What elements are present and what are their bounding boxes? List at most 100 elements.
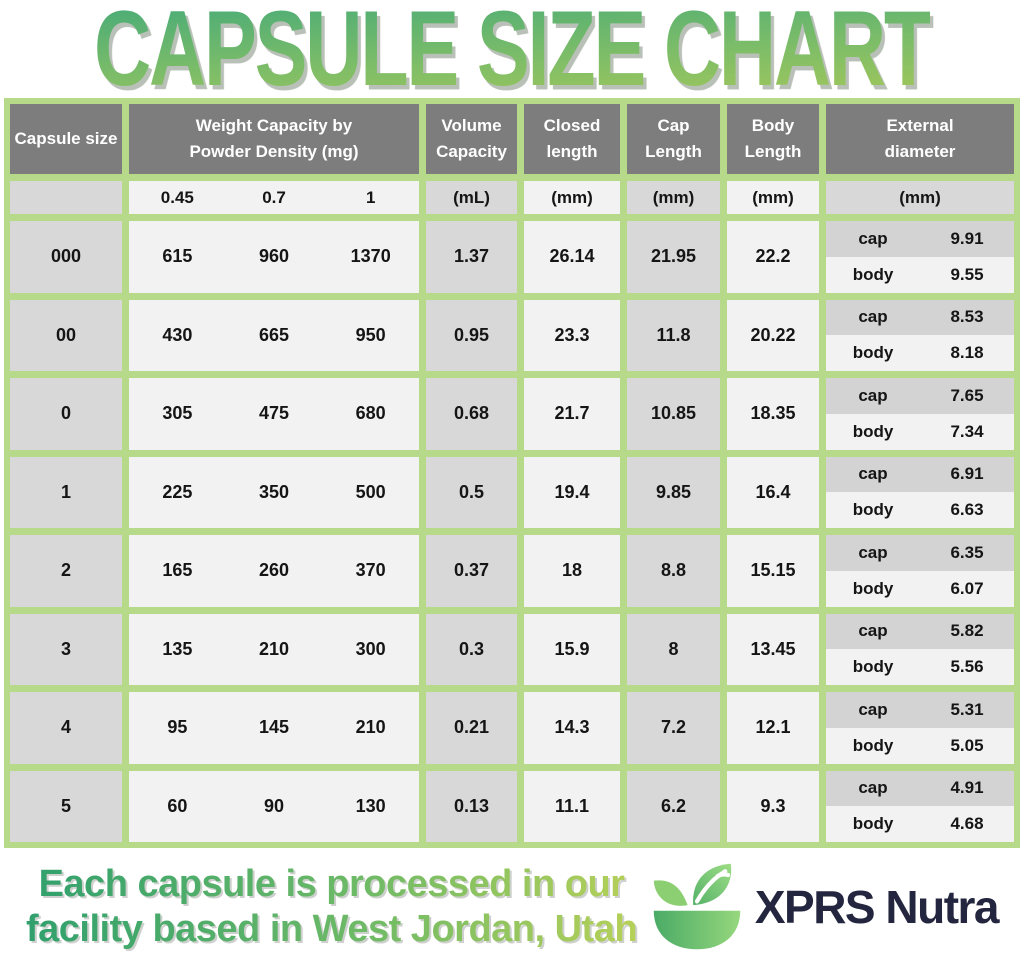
closed-length-value: 21.7 [524,378,620,450]
external-body-row: body 8.18 [826,335,1014,371]
cap-length-value: 8.8 [627,535,720,607]
cap-length-value: 6.2 [627,770,720,842]
external-body-value: 5.56 [950,657,984,677]
external-cap-row: cap 4.91 [826,770,1014,807]
body-length-value: 16.4 [727,456,819,528]
external-cap-label: cap [858,464,888,484]
weight-value: 950 [355,324,386,345]
volume-capacity-value: 0.13 [426,770,517,842]
weight-value: 350 [258,481,290,502]
weight-capacity-cell: 60 90 130 [129,770,419,842]
weight-value: 260 [258,560,290,581]
external-cap-label: cap [858,228,888,248]
volume-capacity-value: 0.21 [426,692,517,764]
cap-length-value: 8 [627,613,720,685]
external-cap-row: cap 8.53 [826,299,1014,336]
external-body-label: body [852,264,894,284]
capsule-size-table: Capsule size Weight Capacity by Powder D… [4,98,1020,848]
brand-name: XPRS Nutra [754,881,1000,933]
footer-caption-line1: Each capsule is processed in our [38,863,625,906]
header-capsule-size: Capsule size [10,104,122,174]
header-closed-length: Closed length [524,104,620,174]
header-external-diameter: External diameter [826,104,1014,174]
external-cap-label: cap [858,542,888,562]
header-volume-capacity: Volume Capacity [426,104,517,174]
capsule-size-value: 3 [10,613,122,685]
body-length-value: 18.35 [727,378,819,450]
cap-length-value: 7.2 [627,692,720,764]
volume-capacity-value: 0.68 [426,378,517,450]
header-cap-length: Cap Length [627,104,720,174]
capsule-size-value: 5 [10,770,122,842]
external-cap-row: cap 6.35 [826,535,1014,571]
weight-capacity-cell: 225 350 500 [129,456,419,528]
external-cap-row: cap 6.91 [826,456,1014,493]
external-cap-label: cap [858,307,888,327]
weight-capacity-cell: 135 210 300 [129,613,419,685]
weight-value: 370 [355,560,386,581]
weight-value: 210 [258,638,290,659]
volume-capacity-value: 0.5 [426,456,517,528]
closed-length-value: 26.14 [524,221,620,293]
body-length-value: 9.3 [727,770,819,842]
external-diameter-cell: cap 7.65 body 7.34 [826,378,1014,450]
footer: Each capsule is processed in our facilit… [0,848,1024,966]
external-cap-value: 4.91 [950,778,984,798]
body-length-value: 22.2 [727,221,819,293]
external-diameter-cell: cap 6.91 body 6.63 [826,456,1014,528]
external-cap-value: 5.82 [950,621,984,641]
weight-capacity-cell: 305 475 680 [129,378,419,450]
closed-length-value: 15.9 [524,613,620,685]
external-cap-row: cap 5.31 [826,692,1014,728]
weight-value: 615 [162,246,193,267]
external-body-value: 6.07 [950,578,984,598]
unit-body-length: (mm) [727,181,819,214]
capsule-size-value: 4 [10,692,122,764]
external-body-value: 6.63 [950,500,984,520]
external-diameter-cell: cap 6.35 body 6.07 [826,535,1014,607]
weight-capacity-cell: 95 145 210 [129,692,419,764]
external-body-row: body 9.55 [826,256,1014,293]
weight-value: 90 [263,795,285,816]
weight-value: 135 [162,638,193,659]
external-cap-row: cap 9.91 [826,221,1014,257]
cap-length-value: 11.8 [627,299,720,371]
external-body-value: 7.34 [950,421,984,441]
volume-capacity-value: 0.3 [426,613,517,685]
external-body-value: 9.55 [950,264,984,284]
weight-value: 95 [167,717,188,738]
brand-lockup: XPRS Nutra [649,860,1000,954]
page-title: CAPSULE SIZE CHART [94,0,932,118]
external-body-row: body 6.63 [826,492,1014,528]
weight-capacity-cell: 165 260 370 [129,535,419,607]
external-body-label: body [852,500,894,520]
external-body-value: 5.05 [950,735,984,755]
density-value: 0.7 [262,187,286,207]
volume-capacity-value: 1.37 [426,221,517,293]
capsule-size-value: 1 [10,456,122,528]
density-value: 0.45 [160,187,194,207]
capsule-size-value: 2 [10,535,122,607]
external-diameter-cell: cap 9.91 body 9.55 [826,221,1014,293]
external-cap-value: 9.91 [950,228,984,248]
closed-length-value: 18 [524,535,620,607]
external-body-value: 8.18 [950,343,984,363]
closed-length-value: 23.3 [524,299,620,371]
closed-length-value: 11.1 [524,770,620,842]
weight-value: 145 [258,717,290,738]
external-cap-label: cap [858,621,888,641]
unit-closed-length: (mm) [524,181,620,214]
external-cap-label: cap [858,699,888,719]
external-body-value: 4.68 [950,814,984,834]
unit-volume: (mL) [426,181,517,214]
weight-value: 665 [258,324,290,345]
body-length-value: 12.1 [727,692,819,764]
external-body-label: body [852,578,894,598]
external-body-row: body 5.56 [826,649,1014,685]
external-diameter-cell: cap 5.31 body 5.05 [826,692,1014,764]
external-body-label: body [852,421,894,441]
capsule-size-value: 0 [10,378,122,450]
volume-capacity-value: 0.95 [426,299,517,371]
weight-value: 475 [258,403,290,424]
external-body-row: body 6.07 [826,570,1014,607]
